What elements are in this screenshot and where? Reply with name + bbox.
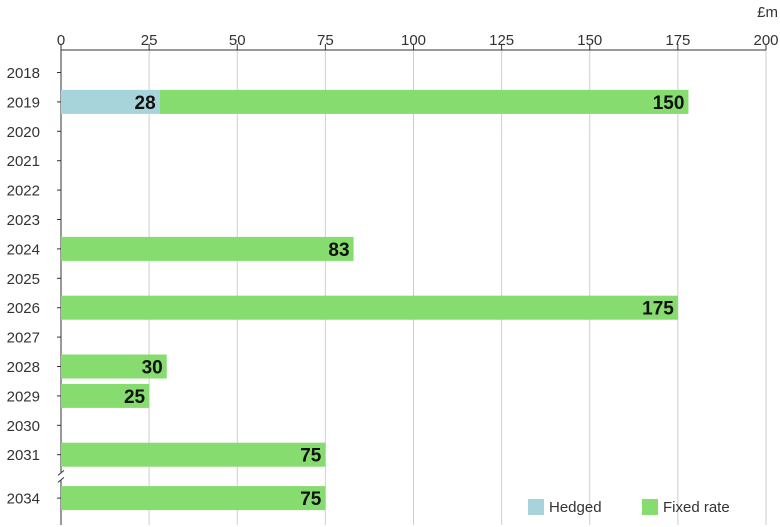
x-tick-label: 0 xyxy=(57,32,65,49)
data-label: 175 xyxy=(642,299,674,320)
bar-hedged xyxy=(61,89,160,114)
x-tick-label: 25 xyxy=(141,32,158,49)
year-label: 2019 xyxy=(7,94,40,111)
year-label: 2031 xyxy=(7,447,40,464)
x-tick-label: 175 xyxy=(665,32,690,49)
year-label: 2024 xyxy=(7,241,40,258)
legend-swatch xyxy=(642,499,658,515)
year-label: 2018 xyxy=(7,65,40,82)
data-label: 30 xyxy=(142,358,163,379)
bar-fixed-rate xyxy=(61,354,167,379)
year-label: 2021 xyxy=(7,153,40,170)
year-label: 2025 xyxy=(7,271,40,288)
legend-swatch xyxy=(528,499,544,515)
x-tick-label: 100 xyxy=(401,32,426,49)
axis-break-mark xyxy=(57,477,65,483)
data-label: 75 xyxy=(300,446,322,467)
bar-fixed-rate xyxy=(61,442,326,467)
data-label: 150 xyxy=(653,93,685,114)
bars: 28 150 83 175 30 25 75 75 xyxy=(61,89,689,511)
bar-fixed-rate xyxy=(61,295,678,320)
bar-fixed-rate xyxy=(159,89,689,114)
bar-fixed-rate xyxy=(61,236,354,261)
year-label: 2029 xyxy=(7,388,40,405)
grid-lines xyxy=(148,50,767,525)
data-label: 83 xyxy=(328,240,349,261)
legend-label: Hedged xyxy=(549,499,602,516)
x-tick-label: 75 xyxy=(317,32,334,49)
axis-break-mark xyxy=(57,470,65,476)
legend-label: Fixed rate xyxy=(663,499,730,516)
x-tick-label: 150 xyxy=(577,32,602,49)
data-label: 28 xyxy=(135,93,156,114)
x-tick-label: 200 xyxy=(753,32,778,49)
year-label: 2028 xyxy=(7,359,40,376)
year-label: 2020 xyxy=(7,124,40,141)
bar-fixed-rate xyxy=(61,383,150,408)
year-label: 2023 xyxy=(7,212,40,229)
bar-fixed-rate xyxy=(61,486,326,511)
year-label: 2026 xyxy=(7,300,40,317)
year-label: 2022 xyxy=(7,183,40,200)
data-label: 75 xyxy=(300,489,322,510)
year-label: 2034 xyxy=(7,491,40,508)
legend: Hedged Fixed rate xyxy=(528,499,730,516)
x-axis-ticks: 0 25 50 75 100 125 150 175 200 xyxy=(57,32,779,51)
data-label: 25 xyxy=(124,387,146,408)
year-label: 2030 xyxy=(7,418,40,435)
year-labels: 2018 2019 2020 2021 2022 2023 2024 2025 2026 2027… xyxy=(7,65,61,508)
x-tick-label: 125 xyxy=(489,32,514,49)
year-label: 2027 xyxy=(7,330,40,347)
x-tick-label: 50 xyxy=(229,32,246,49)
unit-label: £m xyxy=(757,4,778,21)
